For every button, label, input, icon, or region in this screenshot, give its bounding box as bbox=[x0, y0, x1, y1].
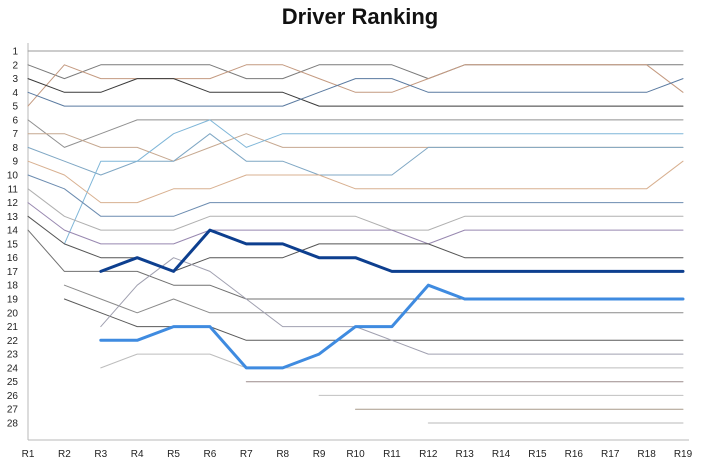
series-line bbox=[27, 64, 684, 80]
x-tick-label: R13 bbox=[455, 449, 474, 460]
y-tick-label: 23 bbox=[7, 350, 19, 361]
series-line bbox=[27, 229, 684, 300]
highlighted-series-line bbox=[99, 283, 685, 370]
series-line bbox=[27, 174, 684, 217]
y-tick-label: 22 bbox=[7, 336, 19, 347]
x-tick-label: R18 bbox=[637, 449, 656, 460]
y-tick-label: 5 bbox=[12, 102, 18, 113]
x-tick-label: R6 bbox=[204, 449, 217, 460]
series-line bbox=[27, 119, 684, 148]
series-line bbox=[27, 78, 684, 107]
y-tick-label: 17 bbox=[7, 267, 19, 278]
series-line bbox=[63, 119, 684, 245]
y-tick-label: 9 bbox=[12, 157, 18, 168]
y-tick-label: 28 bbox=[7, 419, 19, 430]
y-tick-label: 2 bbox=[12, 60, 18, 71]
y-tick-label: 13 bbox=[7, 212, 19, 223]
y-tick-label: 8 bbox=[12, 143, 18, 154]
y-tick-label: 14 bbox=[7, 226, 19, 237]
y-tick-label: 21 bbox=[7, 322, 19, 333]
series-line bbox=[27, 64, 684, 107]
series-line bbox=[63, 284, 684, 314]
x-tick-label: R1 bbox=[22, 449, 35, 460]
y-tick-label: 19 bbox=[7, 295, 19, 306]
y-tick-label: 27 bbox=[7, 405, 19, 416]
y-tick-label: 7 bbox=[12, 129, 18, 140]
series-line bbox=[27, 188, 684, 231]
x-tick-label: R17 bbox=[601, 449, 620, 460]
x-tick-label: R16 bbox=[565, 449, 584, 460]
highlighted-series-line bbox=[99, 228, 685, 273]
series-line bbox=[27, 78, 684, 107]
x-tick-label: R11 bbox=[383, 449, 401, 460]
x-tick-label: R12 bbox=[419, 449, 438, 460]
x-tick-label: R5 bbox=[167, 449, 180, 460]
x-tick-label: R19 bbox=[674, 449, 693, 460]
x-tick-label: R10 bbox=[346, 449, 365, 460]
y-tick-label: 3 bbox=[12, 74, 18, 85]
chart-title: Driver Ranking bbox=[281, 4, 439, 29]
x-tick-label: R9 bbox=[313, 449, 326, 460]
x-tick-label: R3 bbox=[94, 449, 107, 460]
x-tick-label: R2 bbox=[58, 449, 71, 460]
x-tick-label: R14 bbox=[492, 449, 511, 460]
series-line bbox=[27, 133, 684, 176]
x-tick-label: R4 bbox=[131, 449, 144, 460]
series-line bbox=[27, 160, 684, 204]
y-tick-label: 24 bbox=[7, 363, 19, 374]
series-line bbox=[100, 353, 684, 369]
y-tick-label: 12 bbox=[7, 198, 19, 209]
y-tick-label: 25 bbox=[7, 377, 19, 388]
y-tick-label: 16 bbox=[7, 253, 19, 264]
y-tick-label: 20 bbox=[7, 308, 19, 319]
y-tick-label: 11 bbox=[8, 184, 19, 195]
series-line bbox=[63, 298, 684, 341]
y-tick-label: 1 bbox=[12, 47, 18, 58]
series-line bbox=[100, 257, 684, 355]
y-tick-label: 10 bbox=[7, 171, 19, 182]
y-tick-label: 15 bbox=[7, 239, 19, 250]
x-tick-label: R7 bbox=[240, 449, 253, 460]
y-tick-label: 18 bbox=[7, 281, 19, 292]
x-tick-label: R15 bbox=[528, 449, 547, 460]
y-tick-label: 26 bbox=[7, 391, 19, 402]
y-tick-label: 6 bbox=[12, 115, 18, 126]
series-line bbox=[27, 202, 684, 245]
y-tick-label: 4 bbox=[12, 88, 18, 99]
x-tick-label: R8 bbox=[276, 449, 289, 460]
